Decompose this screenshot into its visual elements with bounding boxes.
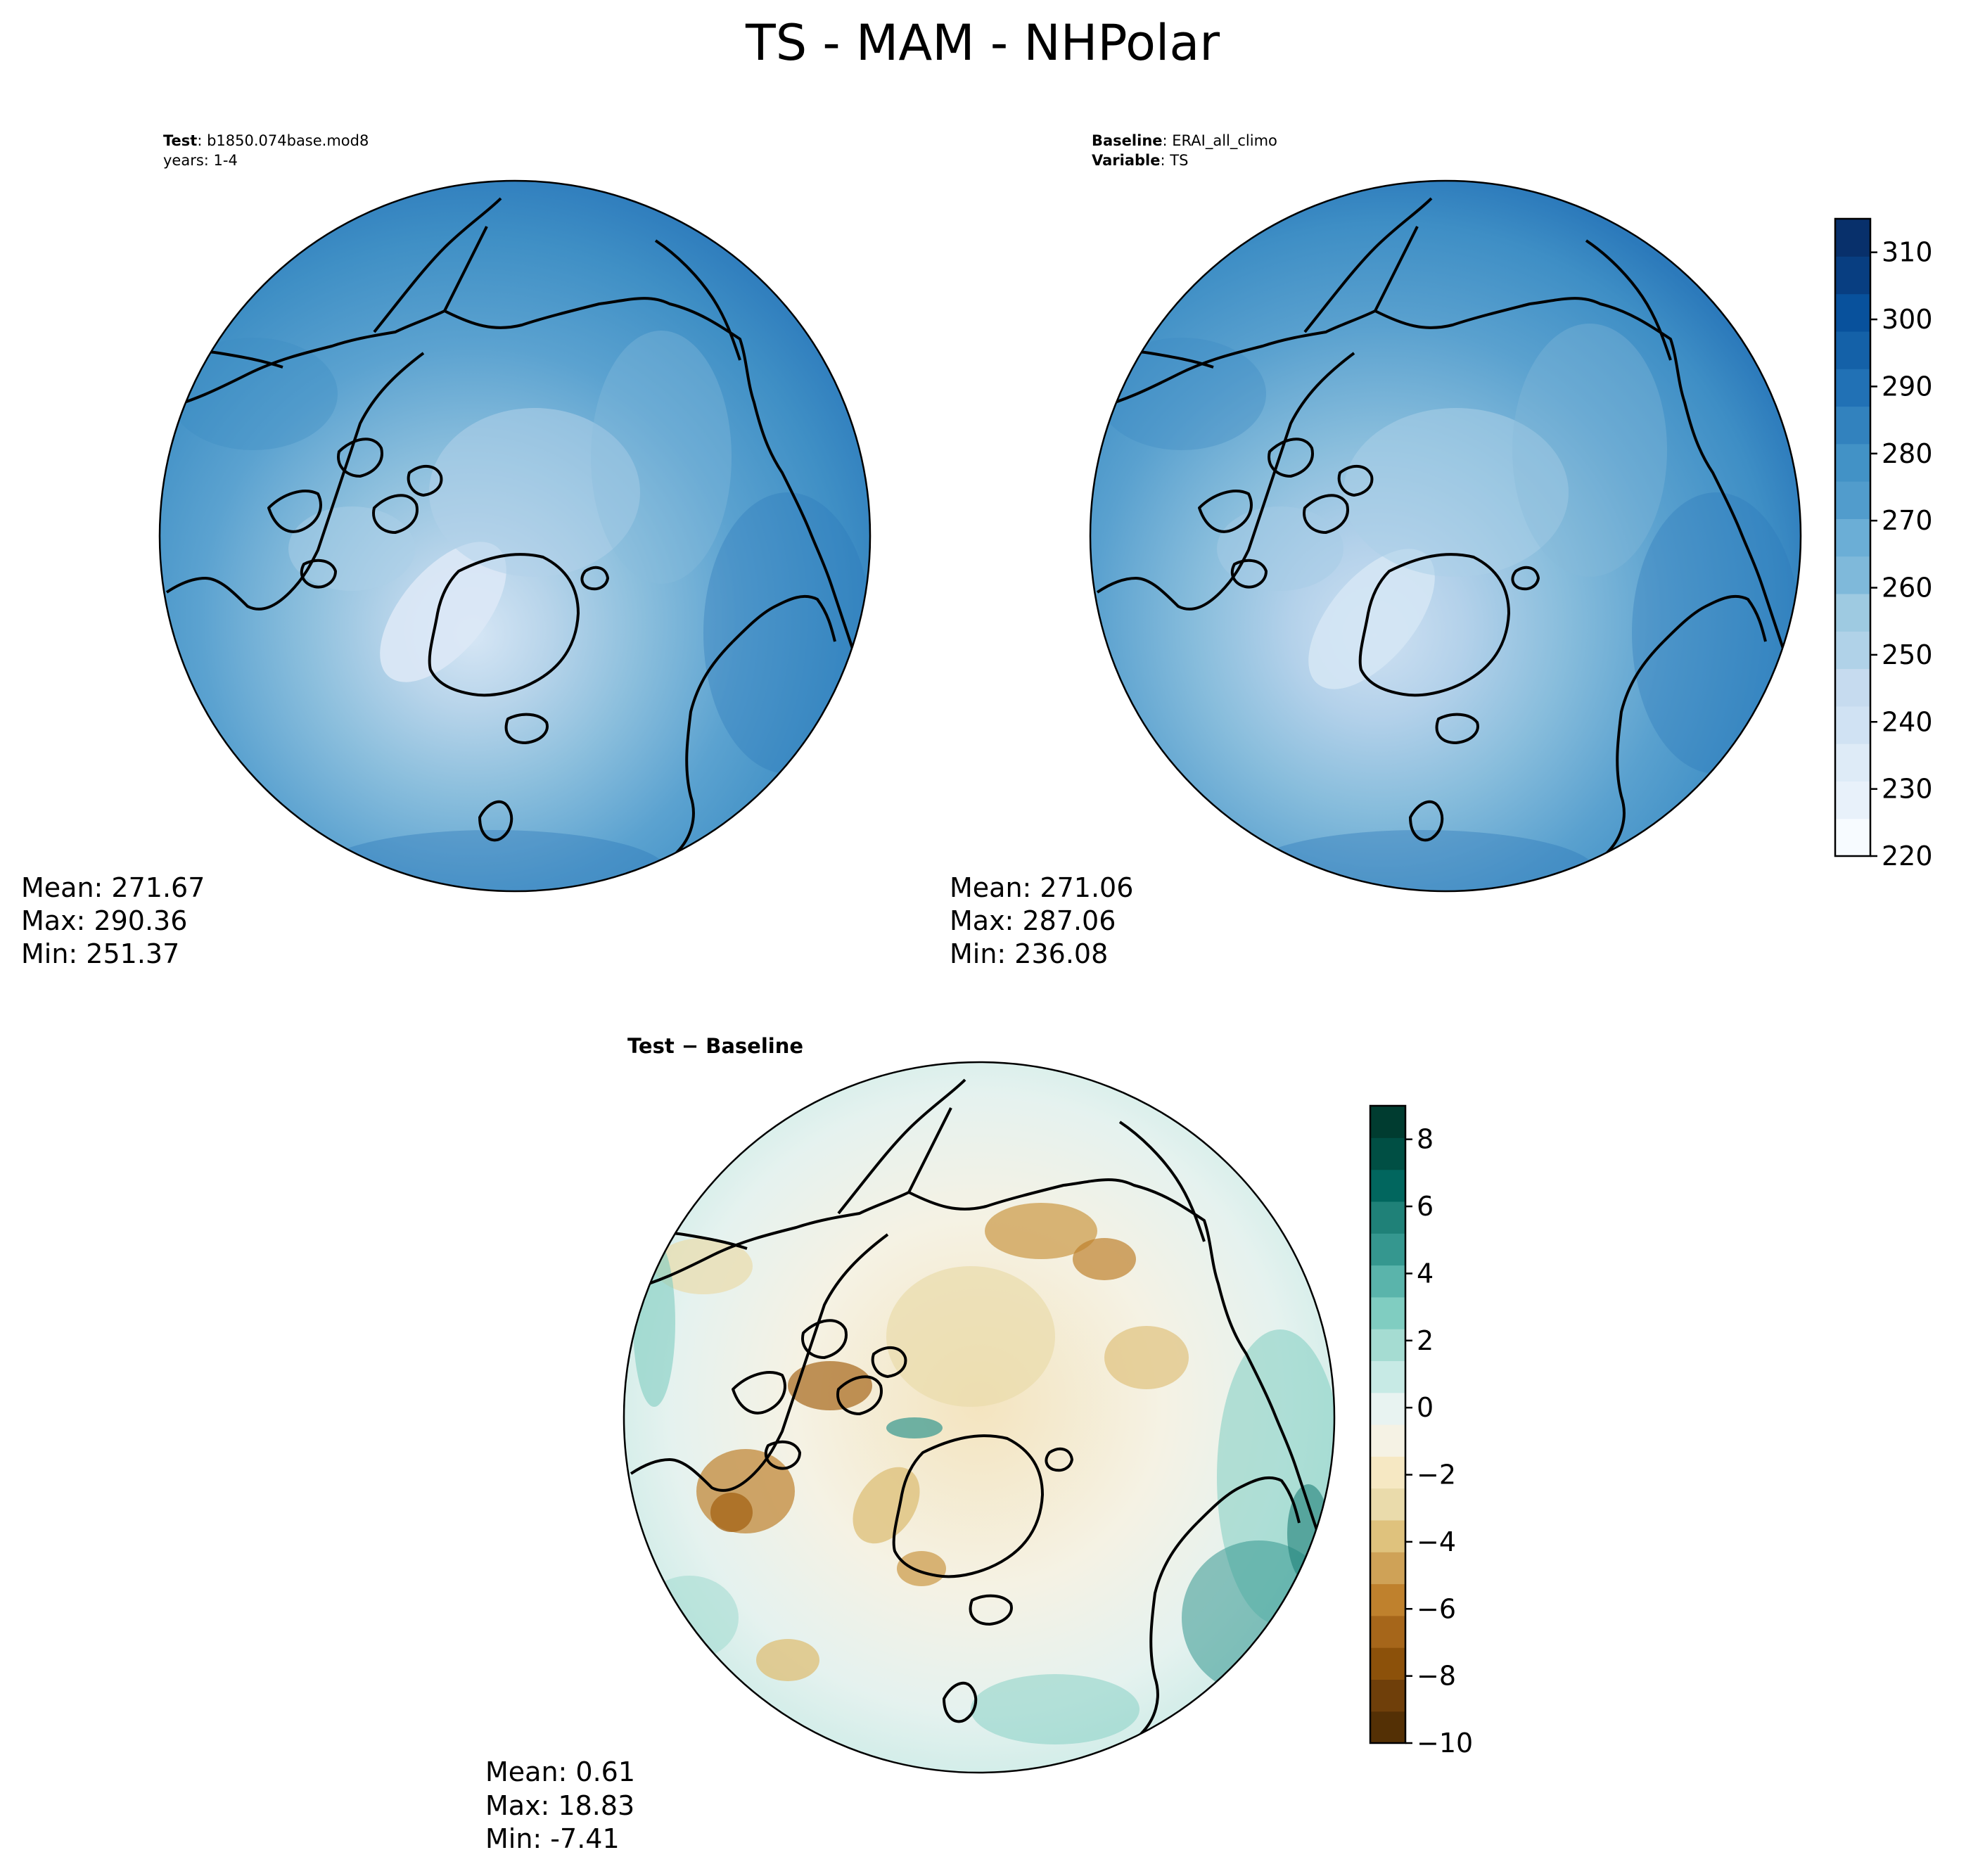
- diff-min: Min: -7.41: [485, 1823, 620, 1854]
- baseline-label-bold: Baseline: [1092, 132, 1163, 149]
- main-colorbar-segment: [1835, 331, 1870, 369]
- diff-colorbar-segment: [1370, 1296, 1405, 1329]
- test-panel: Test: b1850.074base.mod8 years: 1-4 Mean…: [21, 132, 872, 969]
- diff-colorbar-tick-label: −10: [1417, 1728, 1473, 1759]
- baseline-max: Max: 287.06: [950, 905, 1116, 936]
- diff-colorbar-segment: [1370, 1456, 1405, 1489]
- diff-colorbar-tick-label: 6: [1417, 1191, 1434, 1222]
- test-label: Test: b1850.074base.mod8: [163, 132, 369, 149]
- figure-title: TS - MAM - NHPolar: [745, 14, 1220, 72]
- main-colorbar-segment: [1835, 256, 1870, 295]
- diff-colorbar-segment: [1370, 1488, 1405, 1521]
- diff-colorbar-frame: [1369, 1104, 1407, 1744]
- baseline-panel: Baseline: ERAI_all_climo Variable: TS Me…: [950, 132, 1802, 969]
- main-colorbar-frame: [1834, 217, 1872, 857]
- baseline-label-value: : ERAI_all_climo: [1163, 132, 1277, 150]
- diff-colorbar-segment: [1370, 1106, 1405, 1138]
- main-colorbar-segment: [1835, 556, 1870, 594]
- diff-colorbar-tick-label: 2: [1417, 1325, 1434, 1356]
- diff-colorbar-segment: [1370, 1233, 1405, 1266]
- baseline-variable: Variable: TS: [1092, 152, 1188, 169]
- main-colorbar: 220 230 240 250 260 270 280 290 300 310: [1834, 217, 1933, 872]
- main-colorbar-segment: [1835, 818, 1870, 857]
- main-colorbar-tick-label: 280: [1882, 438, 1933, 469]
- diff-label: Test − Baseline: [627, 1034, 803, 1058]
- diff-colorbar-segment: [1370, 1169, 1405, 1202]
- baseline-variable-value: : TS: [1160, 152, 1188, 169]
- diff-map-boundary: [623, 1061, 1336, 1774]
- diff-colorbar-tick-label: −4: [1417, 1526, 1456, 1557]
- main-colorbar-tick-label: 290: [1882, 371, 1933, 402]
- main-colorbar-segment: [1835, 781, 1870, 819]
- diff-colorbar-segment: [1370, 1552, 1405, 1585]
- test-map: [158, 179, 872, 893]
- baseline-map-boundary: [1089, 179, 1802, 893]
- baseline-label: Baseline: ERAI_all_climo: [1092, 132, 1277, 150]
- main-colorbar-tick-label: 260: [1882, 573, 1933, 604]
- main-colorbar-segment: [1835, 744, 1870, 782]
- main-colorbar-segment: [1835, 219, 1870, 257]
- diff-colorbar-tick-label: −2: [1417, 1460, 1456, 1491]
- diff-colorbar-segment: [1370, 1329, 1405, 1361]
- main-colorbar-tick-label: 220: [1882, 841, 1933, 872]
- diff-panel: Test − Baseline: [485, 1034, 1336, 1854]
- main-colorbar-segment: [1835, 631, 1870, 670]
- diff-colorbar-segment: [1370, 1360, 1405, 1393]
- diff-colorbar-segment: [1370, 1711, 1405, 1744]
- diff-colorbar-tick-label: −6: [1417, 1593, 1456, 1624]
- main-colorbar-segment: [1835, 668, 1870, 707]
- diff-colorbar-segment: [1370, 1679, 1405, 1712]
- main-colorbar-segment: [1835, 369, 1870, 407]
- diff-colorbar-segment: [1370, 1519, 1405, 1552]
- diff-map: [623, 1061, 1336, 1774]
- test-max: Max: 290.36: [21, 905, 187, 936]
- main-colorbar-segment: [1835, 518, 1870, 557]
- diff-colorbar-segment: [1370, 1424, 1405, 1457]
- test-label-bold: Test: [163, 132, 197, 149]
- main-colorbar-segment: [1835, 706, 1870, 744]
- diff-colorbar-segment: [1370, 1583, 1405, 1616]
- main-colorbar-tick-label: 310: [1882, 237, 1933, 268]
- diff-colorbar-segment: [1370, 1137, 1405, 1170]
- test-min: Min: 251.37: [21, 938, 179, 969]
- diff-mean: Mean: 0.61: [485, 1756, 635, 1787]
- diff-colorbar-segment: [1370, 1201, 1405, 1234]
- baseline-variable-bold: Variable: [1092, 152, 1160, 169]
- main-colorbar-segment: [1835, 481, 1870, 519]
- diff-colorbar-tick-label: 4: [1417, 1258, 1434, 1289]
- test-years: years: 1-4: [163, 152, 238, 169]
- main-colorbar-tick-label: 270: [1882, 505, 1933, 536]
- main-colorbar-tick-label: 250: [1882, 639, 1933, 670]
- baseline-mean: Mean: 271.06: [950, 872, 1133, 903]
- test-map-boundary: [158, 179, 872, 893]
- main-colorbar-tick-label: 240: [1882, 706, 1933, 737]
- test-label-value: : b1850.074base.mod8: [197, 132, 369, 149]
- diff-colorbar-segment: [1370, 1265, 1405, 1298]
- baseline-min: Min: 236.08: [950, 938, 1108, 969]
- diff-colorbar-segment: [1370, 1392, 1405, 1425]
- main-colorbar-tick-label: 230: [1882, 774, 1933, 805]
- test-mean: Mean: 271.67: [21, 872, 205, 903]
- diff-colorbar-tick-label: −8: [1417, 1661, 1456, 1692]
- diff-colorbar-tick-label: 0: [1417, 1392, 1434, 1423]
- main-colorbar-segment: [1835, 293, 1870, 332]
- diff-colorbar-segment: [1370, 1615, 1405, 1648]
- baseline-map: [1089, 179, 1802, 893]
- main-colorbar-segment: [1835, 593, 1870, 632]
- diff-colorbar-tick-label: 8: [1417, 1124, 1434, 1155]
- diff-colorbar-segment: [1370, 1647, 1405, 1680]
- diff-colorbar: −10 −8 −6 −4 −2 0 2 4 6 8: [1369, 1104, 1473, 1759]
- main-colorbar-segment: [1835, 406, 1870, 445]
- diff-max: Max: 18.83: [485, 1790, 634, 1821]
- main-colorbar-tick-label: 300: [1882, 304, 1933, 335]
- main-colorbar-segment: [1835, 443, 1870, 482]
